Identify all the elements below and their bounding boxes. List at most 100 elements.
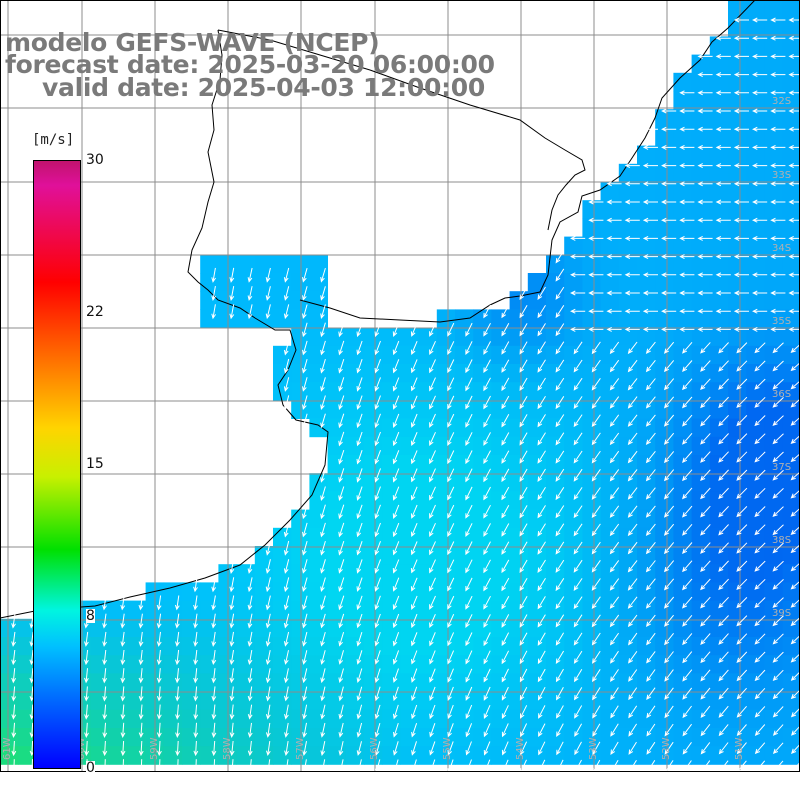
wind-arrow <box>570 308 586 314</box>
wind-speed-cell <box>491 746 510 765</box>
wind-speed-cell <box>127 691 146 711</box>
wind-speed-cell <box>455 637 474 656</box>
wind-speed-cell <box>600 309 620 328</box>
wind-speed-cell <box>673 109 692 128</box>
wind-arrow <box>283 559 290 574</box>
wind-speed-cell <box>309 673 328 692</box>
wind-speed-cell <box>509 600 529 620</box>
wind-speed-cell <box>163 709 183 729</box>
wind-speed-cell <box>728 109 747 128</box>
wind-arrow <box>265 304 271 320</box>
wind-speed-cell <box>764 18 783 37</box>
wind-arrow <box>770 53 786 59</box>
wind-speed-cell <box>691 54 711 74</box>
wind-speed-cell <box>509 691 529 711</box>
wind-arrow <box>700 578 711 591</box>
wind-arrow <box>718 505 729 518</box>
wind-speed-cell <box>309 418 328 438</box>
wind-speed-cell <box>655 527 674 547</box>
wind-arrow <box>555 323 565 337</box>
wind-speed-cell <box>673 709 692 729</box>
wind-arrow <box>772 360 784 372</box>
wind-speed-cell <box>691 72 711 92</box>
wind-speed-cell <box>637 746 656 765</box>
wind-arrow <box>754 524 766 536</box>
wind-arrow <box>302 577 308 592</box>
wind-speed-cell <box>637 309 656 328</box>
wind-arrow <box>555 414 565 428</box>
wind-arrow <box>193 722 199 738</box>
wind-speed-cell <box>691 109 711 128</box>
wind-speed-cell <box>782 163 800 183</box>
wind-speed-cell <box>491 418 510 438</box>
wind-arrow <box>537 450 546 464</box>
wind-speed-cell <box>163 728 183 747</box>
wind-speed-cell <box>400 546 419 565</box>
wind-speed-cell <box>764 546 783 565</box>
wind-speed-cell <box>473 364 492 383</box>
wind-arrow <box>770 35 786 41</box>
wind-speed-cell <box>709 200 729 219</box>
wind-speed-cell <box>637 546 656 565</box>
wind-speed-cell <box>655 491 674 510</box>
wind-arrow <box>465 650 473 665</box>
wind-arrow <box>465 595 473 610</box>
wind-speed-cell <box>163 673 183 692</box>
wind-arrow <box>627 487 638 500</box>
wind-arrow <box>555 359 565 373</box>
wind-speed-cell <box>746 345 765 365</box>
wind-arrow <box>555 305 565 319</box>
wind-arrow <box>211 704 217 720</box>
wind-speed-cell <box>400 436 419 456</box>
wind-speed-cell <box>709 728 729 747</box>
wind-arrow <box>302 631 308 647</box>
wind-arrow <box>519 286 528 300</box>
wind-speed-cell <box>582 673 601 692</box>
wind-speed-cell <box>564 236 583 256</box>
wind-arrow <box>752 199 768 205</box>
wind-speed-cell <box>491 655 510 674</box>
wind-arrow <box>374 759 381 775</box>
wind-arrow <box>356 595 363 611</box>
wind-speed-cell <box>309 691 328 711</box>
wind-arrow <box>592 759 601 774</box>
wind-arrow <box>247 631 253 647</box>
wind-speed-cell <box>691 400 711 419</box>
wind-speed-cell <box>764 600 783 620</box>
wind-speed-cell <box>109 600 128 620</box>
wind-arrow <box>265 577 271 593</box>
wind-speed-cell <box>746 436 765 456</box>
wind-speed-cell <box>327 364 347 383</box>
wind-speed-cell <box>473 436 492 456</box>
wind-arrow <box>138 668 144 684</box>
wind-speed-cell <box>600 582 620 601</box>
wind-speed-cell <box>491 509 510 529</box>
wind-arrow <box>682 451 693 463</box>
wind-arrow <box>679 308 695 314</box>
wind-arrow <box>715 217 731 223</box>
wind-speed-cell <box>728 200 747 219</box>
wind-speed-cell <box>564 709 583 729</box>
wind-speed-cell <box>127 655 146 674</box>
wind-speed-cell <box>309 254 328 274</box>
wind-arrow <box>642 163 658 169</box>
wind-arrow <box>697 108 713 114</box>
wind-speed-cell <box>546 382 565 401</box>
wind-speed-cell <box>709 600 729 620</box>
wind-arrow <box>501 450 510 464</box>
wind-speed-cell <box>709 345 729 365</box>
wind-speed-cell <box>709 236 729 256</box>
wind-speed-cell <box>309 473 328 492</box>
wind-speed-cell <box>691 127 711 146</box>
wind-speed-cell <box>673 91 692 110</box>
wind-speed-cell <box>728 509 747 529</box>
wind-speed-cell <box>673 582 692 601</box>
wind-speed-cell <box>618 327 638 347</box>
wind-speed-cell <box>436 673 456 692</box>
wind-arrow <box>610 669 619 682</box>
wind-arrow <box>11 686 17 702</box>
wind-arrow <box>609 450 620 464</box>
wind-arrow <box>392 577 400 592</box>
wind-arrow <box>338 522 345 538</box>
wind-arrow <box>338 668 344 683</box>
